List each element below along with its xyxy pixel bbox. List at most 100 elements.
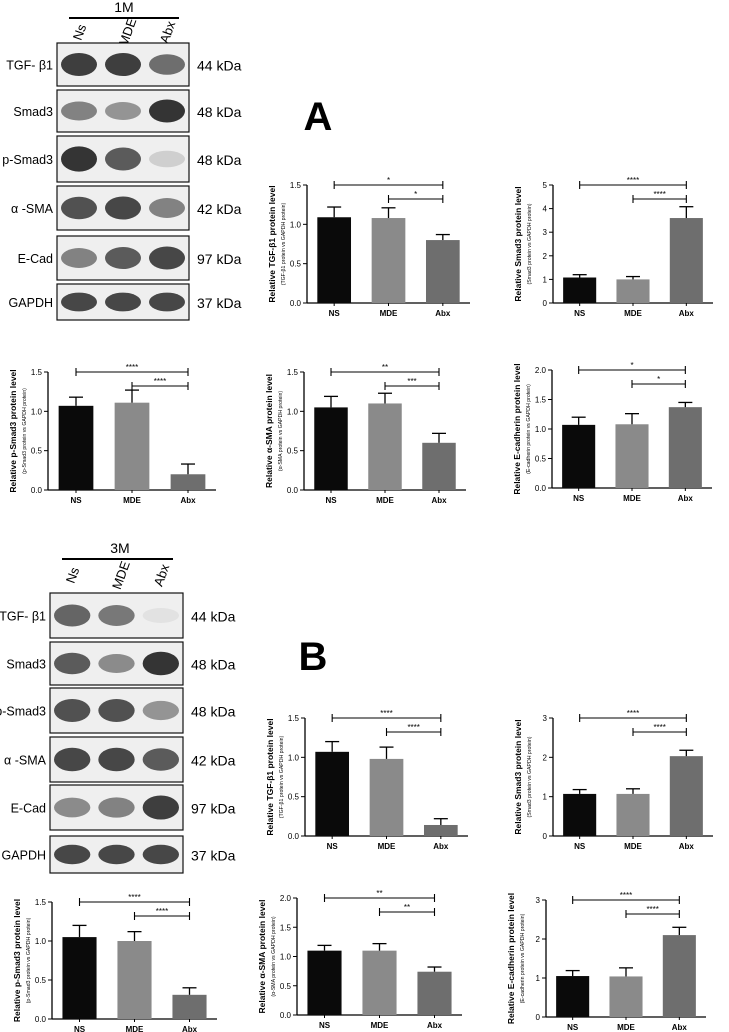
bar-ns — [317, 217, 352, 303]
y-tick-label: 0.5 — [288, 793, 300, 802]
y-tick-label: 2 — [536, 935, 541, 944]
bar-ns — [307, 950, 342, 1015]
significance-label: **** — [653, 190, 665, 199]
bar-mde — [114, 402, 150, 490]
protein-label: GAPDH — [2, 849, 46, 863]
kda-label: 44 kDa — [191, 609, 236, 625]
y-axis-label: Relative α-SMA protein level — [264, 374, 274, 488]
kda-label: 44 kDa — [197, 58, 242, 74]
protein-label: GAPDH — [9, 296, 53, 310]
y-tick-label: 0 — [543, 832, 548, 841]
significance-label: * — [414, 190, 417, 199]
protein-label: α -SMA — [4, 754, 47, 768]
bar-chart-B-smad3: 0 1 2 3 NS MDE Abx **** **** Relative Smad3 prote… — [513, 709, 713, 851]
significance-label: *** — [407, 377, 416, 386]
bar-mde — [371, 218, 406, 303]
bar-ns — [563, 277, 597, 303]
bar-ns — [314, 407, 348, 490]
y-tick-label: 1.0 — [290, 220, 302, 229]
y-tick-label: 3 — [536, 896, 541, 905]
y-tick-label: 0.5 — [31, 447, 43, 456]
y-tick-label: 1.0 — [288, 753, 300, 762]
kda-label: 37 kDa — [197, 295, 242, 311]
kda-label: 48 kDa — [191, 704, 236, 720]
y-tick-label: 0.0 — [290, 299, 302, 308]
y-axis-label: Relative p-Smad3 protein level — [12, 899, 22, 1022]
band — [149, 150, 185, 168]
y-tick-label: 1.5 — [535, 396, 547, 405]
blot-row-smad3: Smad3 48 kDa — [13, 89, 242, 133]
bar-mde — [368, 403, 402, 490]
lane-label-ns: Ns — [70, 22, 90, 43]
bar-abx — [669, 756, 703, 836]
bar-mde — [616, 279, 650, 303]
x-tick-label: MDE — [123, 496, 141, 505]
panel-letter: B — [299, 635, 328, 679]
protein-label: TGF- β1 — [6, 59, 53, 73]
band — [142, 795, 179, 820]
y-tick-label: 0.0 — [31, 486, 43, 495]
blot-row-e-cad: E-Cad 97 kDa — [11, 784, 236, 831]
protein-label: Smad3 — [6, 658, 46, 672]
significance-label: * — [387, 176, 390, 185]
band — [54, 844, 91, 865]
significance-label: **** — [128, 893, 140, 902]
timepoint-label: 1M — [114, 0, 133, 15]
y-tick-label: 0.0 — [287, 486, 299, 495]
kda-label: 48 kDa — [191, 657, 236, 673]
y-tick-label: 0.5 — [287, 447, 299, 456]
band — [105, 52, 141, 77]
band — [98, 797, 135, 818]
band — [98, 844, 135, 865]
y-tick-label: 0.0 — [280, 1011, 292, 1020]
bar-ns — [315, 751, 350, 836]
bar-chart-B-ecad: 0 1 2 3 NS MDE Abx **** **** Relative E-cadherin … — [506, 891, 706, 1032]
y-axis-sublabel: (p-Smad3 protein vs GAPDH protein) — [22, 388, 28, 474]
bar-chart-A-sma: 0.00.51.01.5NS MDE Abx*****Relative α-SMA … — [264, 363, 466, 505]
y-axis-sublabel: (Smad3 protein vs GAPDH protein) — [527, 736, 533, 817]
significance-label: **** — [154, 377, 166, 386]
y-tick-label: 1.5 — [288, 714, 300, 723]
kda-label: 97 kDa — [197, 251, 242, 267]
band — [142, 651, 179, 676]
blot-row--sma: α -SMA 42 kDa — [4, 736, 236, 783]
y-tick-label: 5 — [543, 181, 548, 190]
bar-chart-B-psmad3: 0.0 0.5 1.0 1.5 NS MDE Abx **** **** Relative p-S… — [12, 893, 217, 1032]
bar-chart-A-tgf: 0.0 0.5 1.0 1.5 NS MDE Abx * * Relative TGF-β1 pr… — [267, 176, 470, 318]
protein-label: E-Cad — [11, 802, 46, 816]
significance-label: **** — [156, 907, 168, 916]
y-tick-label: 2 — [543, 252, 548, 261]
blot-row-p-smad3: p-Smad3 48 kDa — [0, 687, 236, 734]
band — [98, 654, 135, 673]
bar-mde — [615, 424, 649, 488]
significance-label: **** — [627, 176, 639, 185]
band — [54, 604, 91, 627]
band — [98, 698, 135, 723]
band — [54, 797, 91, 818]
band — [149, 99, 185, 123]
y-axis-label: Relative E-cadherin protein level — [512, 363, 522, 494]
significance-label: * — [630, 361, 633, 370]
significance-label: **** — [380, 709, 392, 718]
x-tick-label: MDE — [623, 494, 641, 503]
band — [105, 292, 141, 312]
y-axis-label: Relative E-cadherin protein level — [506, 893, 516, 1024]
y-tick-label: 1.0 — [287, 407, 299, 416]
bar-abx — [172, 994, 207, 1019]
y-axis-sublabel: (E-cadherin protein vs GAPDH protein) — [520, 913, 526, 1003]
y-tick-label: 0.5 — [280, 982, 292, 991]
bar-abx — [662, 935, 696, 1017]
x-tick-label: Abx — [180, 496, 196, 505]
significance-label: **** — [627, 709, 639, 718]
band — [98, 605, 135, 626]
x-tick-label: NS — [573, 494, 585, 503]
bar-abx — [425, 240, 460, 303]
blot-row-tgf-1: TGF- β1 44 kDa — [6, 42, 242, 87]
y-tick-label: 0 — [543, 299, 548, 308]
y-tick-label: 0.0 — [535, 484, 547, 493]
bar-chart-A-psmad3: 0.0 0.5 1.0 1.5 NS MDE Abx **** **** Relative p-S… — [8, 363, 216, 505]
lane-label-mde: MDE — [109, 559, 133, 592]
